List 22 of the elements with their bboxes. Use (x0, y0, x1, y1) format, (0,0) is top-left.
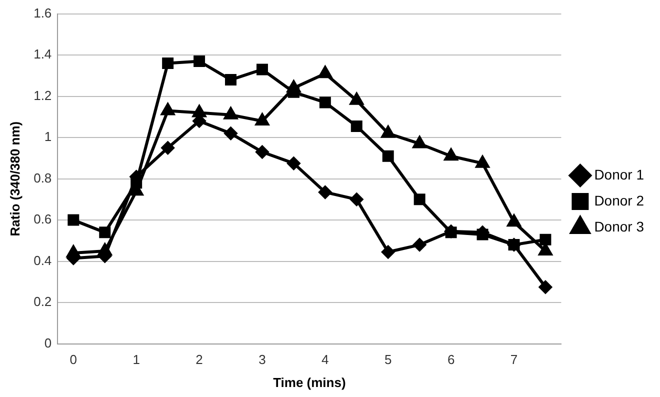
y-axis-title: Ratio (340/380 nm) (7, 121, 22, 236)
y-tick-label: 1.4 (34, 46, 52, 62)
x-tick-label: 1 (132, 352, 140, 368)
y-tick-label: 0.2 (34, 294, 52, 310)
y-tick-label: 0.8 (34, 170, 52, 186)
y-tick-label: 1.2 (34, 88, 52, 103)
legend-label: Donor 1 (594, 166, 644, 182)
legend-label: Donor 2 (594, 192, 644, 208)
x-tick-label: 5 (384, 352, 392, 368)
x-tick-label: 6 (447, 352, 455, 368)
x-tick-label: 4 (322, 352, 329, 368)
x-tick-label: 7 (510, 352, 518, 368)
x-tick-label: 0 (70, 352, 78, 368)
x-axis-title: Time (mins) (273, 374, 346, 390)
x-tick-label: 2 (196, 352, 203, 368)
y-tick-label: 1.6 (34, 5, 52, 20)
x-tick-label: 3 (258, 352, 266, 368)
y-tick-label: 0.4 (34, 252, 52, 268)
y-tick-label: 1 (44, 129, 52, 144)
y-tick-label: 0 (44, 335, 52, 350)
legend-label: Donor 3 (594, 218, 644, 234)
y-tick-label: 0.6 (34, 212, 52, 227)
